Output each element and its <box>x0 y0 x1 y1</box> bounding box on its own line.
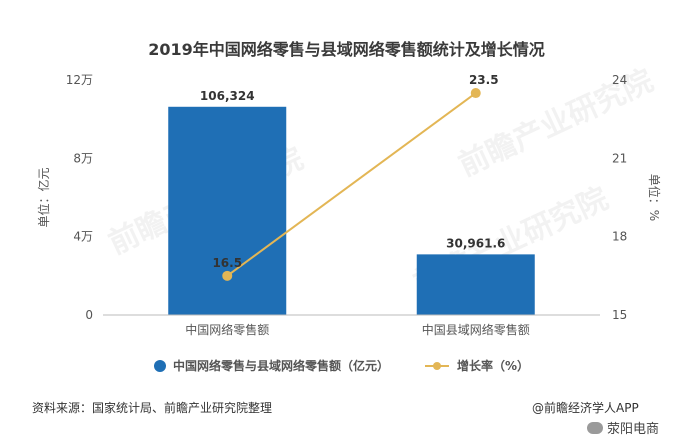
wechat-name: 荥阳电商 <box>607 422 660 437</box>
y-right-tick-label: 18 <box>612 230 627 244</box>
credit-note: @前瞻经济学人APP <box>532 401 639 415</box>
y-left-tick-label: 4万 <box>73 230 93 244</box>
bar-value-label: 30,961.6 <box>446 236 505 250</box>
growth-point-1 <box>470 88 481 99</box>
growth-value-label: 16.5 <box>212 256 242 270</box>
y-left-tick-label: 8万 <box>73 151 93 165</box>
bar-1 <box>416 254 535 315</box>
y-right-tick-label: 24 <box>612 73 627 87</box>
wechat-badge: 荥阳电商 <box>583 418 664 437</box>
y-left-tick-label: 12万 <box>66 73 93 87</box>
chart-title: 2019年中国网络零售与县域网络零售额统计及增长情况 <box>148 40 545 59</box>
source-note: 资料来源：国家统计局、前瞻产业研究院整理 <box>32 401 273 415</box>
x-tick-label: 中国网络零售额 <box>185 322 269 337</box>
legend-line-label: 增长率（%） <box>457 358 529 373</box>
y-right-tick-label: 21 <box>612 151 627 165</box>
bar-value-label: 106,324 <box>200 89 255 103</box>
y-right-tick-label: 15 <box>612 308 627 322</box>
wechat-icon <box>587 422 603 434</box>
growth-line <box>226 92 477 277</box>
legend-bar-swatch <box>154 360 166 372</box>
bar-0 <box>168 106 287 315</box>
y-left-axis-label: 单位：亿元 <box>36 167 51 227</box>
legend-bar-label: 中国网络零售与县域网络零售额（亿元） <box>173 358 389 373</box>
y-left-tick-label: 0 <box>85 308 93 322</box>
y-right-axis-label: 单位：% <box>647 174 662 221</box>
legend-line-marker <box>433 362 441 370</box>
x-tick-label: 中国县域网络零售额 <box>422 322 530 337</box>
growth-point-0 <box>222 270 233 281</box>
growth-value-label: 23.5 <box>469 73 499 87</box>
